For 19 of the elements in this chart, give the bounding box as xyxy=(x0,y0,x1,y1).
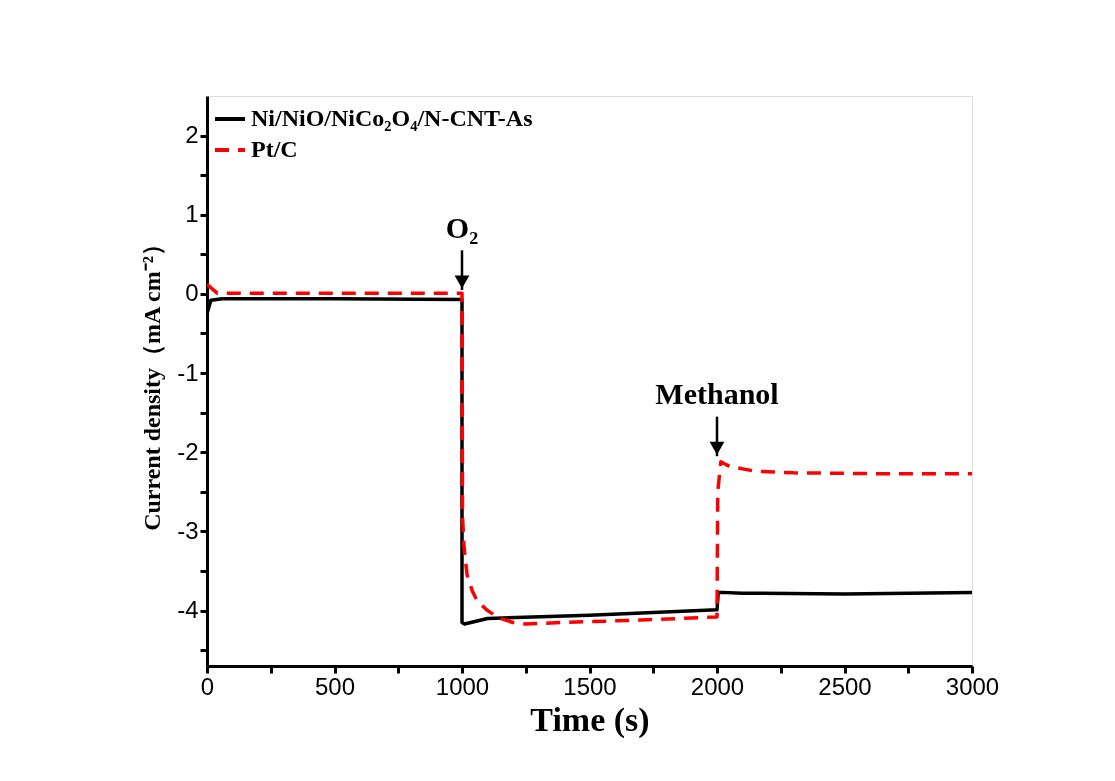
y-axis-title: Current density（mA cm⁻²） xyxy=(139,232,166,531)
legend-label: Ni/NiO/NiCo₂O₄/N-CNT-As xyxy=(251,105,533,131)
y-tick-label: 1 xyxy=(185,200,199,228)
annotation: O₂ xyxy=(445,211,479,245)
y-tick-label: -2 xyxy=(177,437,199,465)
x-tick-label: 1500 xyxy=(563,672,617,700)
x-tick-label: 2000 xyxy=(690,672,745,700)
y-tick-label: -4 xyxy=(177,596,199,624)
x-tick-label: 3000 xyxy=(945,672,1000,700)
y-tick-label: -3 xyxy=(177,516,199,544)
y-tick-label: 2 xyxy=(185,121,199,149)
x-tick-label: 1000 xyxy=(435,672,490,700)
x-tick-label: 500 xyxy=(314,672,356,700)
y-tick-label: -1 xyxy=(177,358,199,386)
y-tick-label: 0 xyxy=(185,279,199,307)
annotation: Methanol xyxy=(655,377,779,411)
x-axis-title: Time (s) xyxy=(530,700,650,739)
legend-label: Pt/C xyxy=(251,136,298,162)
x-tick-label: 2500 xyxy=(818,672,872,700)
